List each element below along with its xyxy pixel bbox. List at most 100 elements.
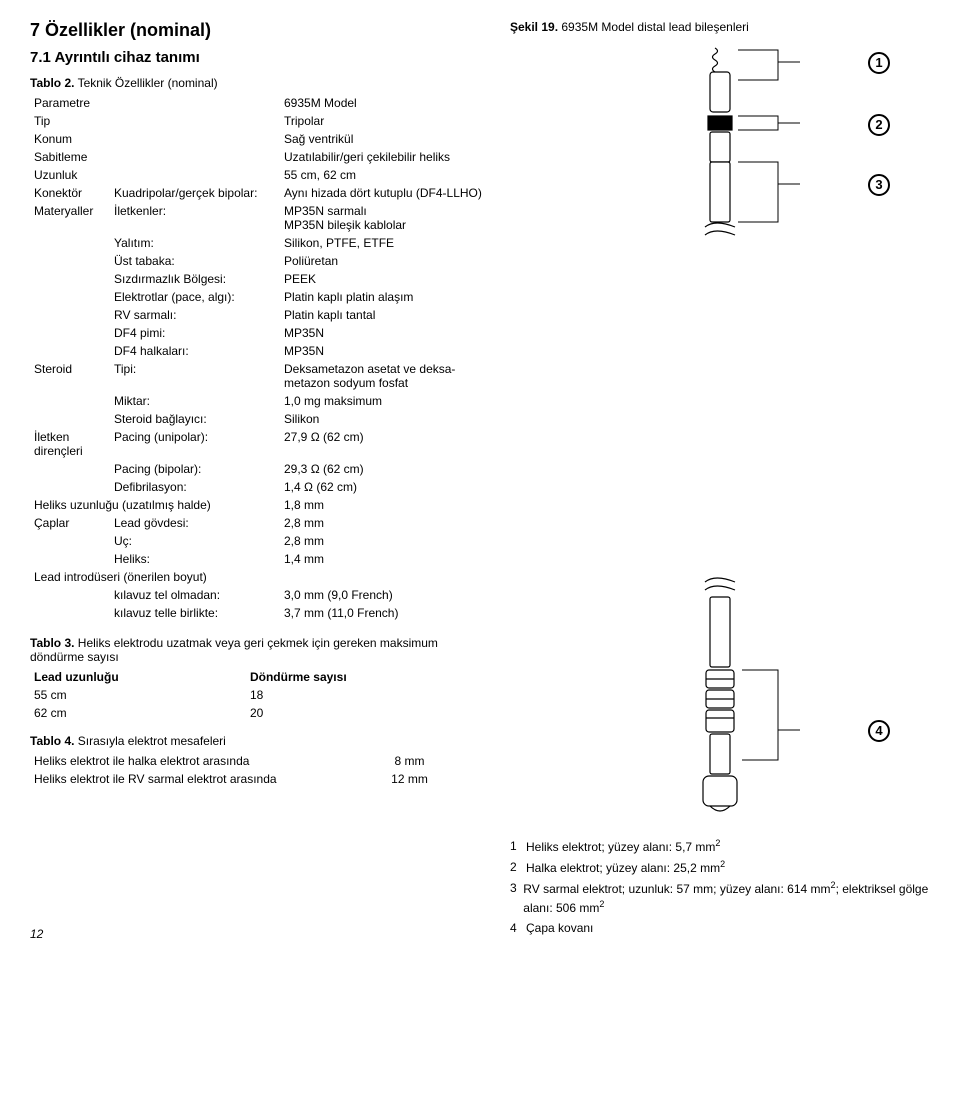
legend-item: 1Heliks elektrot; yüzey alanı: 5,7 mm2	[510, 837, 930, 856]
table-row: Pacing (bipolar):29,3 Ω (62 cm)	[30, 460, 490, 478]
spec-value: PEEK	[280, 270, 490, 288]
spec-category	[30, 586, 110, 604]
table-row: TipTripolar	[30, 112, 490, 130]
callout-3: 3	[868, 174, 890, 196]
table-row: Heliks:1,4 mm	[30, 550, 490, 568]
figure-caption-rest: 6935M Model distal lead bileşenleri	[558, 20, 749, 34]
table-row: Materyallerİletkenler:MP35N sarmalıMP35N…	[30, 202, 490, 234]
table-row: ÇaplarLead gövdesi:2,8 mm	[30, 514, 490, 532]
spec-sublabel	[110, 130, 280, 148]
spec-sublabel: Uç:	[110, 532, 280, 550]
tablo3-caption-bold: Tablo 3.	[30, 636, 74, 650]
spec-sublabel: Heliks:	[110, 550, 280, 568]
table-row: Uç:2,8 mm	[30, 532, 490, 550]
tablo3-head-b: Döndürme sayısı	[246, 668, 490, 686]
table-row: SabitlemeUzatılabilir/geri çekilebilir h…	[30, 148, 490, 166]
legend-text: Çapa kovanı	[526, 919, 593, 937]
table-row: kılavuz telle birlikte:3,7 mm (11,0 Fren…	[30, 604, 490, 622]
table-row: Steroid bağlayıcı:Silikon	[30, 410, 490, 428]
t3-turns: 20	[246, 704, 490, 722]
spec-value	[280, 568, 490, 586]
spec-sublabel: İletkenler:	[110, 202, 280, 234]
legend-text: RV sarmal elektrot; uzunluk: 57 mm; yüze…	[523, 879, 930, 917]
spec-value: Deksametazon asetat ve deksa-metazon sod…	[280, 360, 490, 392]
spec-sublabel: kılavuz tel olmadan:	[110, 586, 280, 604]
spec-sublabel: RV sarmalı:	[110, 306, 280, 324]
spec-sublabel	[110, 94, 280, 112]
spec-category	[30, 342, 110, 360]
table-row: Heliks uzunluğu (uzatılmış halde)1,8 mm	[30, 496, 490, 514]
legend-num: 1	[510, 837, 526, 856]
spec-sublabel: Defibrilasyon:	[110, 478, 280, 496]
lead-diagram-svg	[610, 42, 830, 822]
spec-category	[30, 324, 110, 342]
t4-value: 8 mm	[329, 752, 490, 770]
spec-value: 29,3 Ω (62 cm)	[280, 460, 490, 478]
spec-value: Platin kaplı tantal	[280, 306, 490, 324]
legend-text: Halka elektrot; yüzey alanı: 25,2 mm2	[526, 858, 725, 877]
tablo4-caption-rest: Sırasıyla elektrot mesafeleri	[74, 734, 225, 748]
spec-value: 27,9 Ω (62 cm)	[280, 428, 490, 460]
callout-1: 1	[868, 52, 890, 74]
spec-value: 1,8 mm	[280, 496, 490, 514]
spec-value: 3,0 mm (9,0 French)	[280, 586, 490, 604]
spec-value: Silikon	[280, 410, 490, 428]
table-row: Lead introdüseri (önerilen boyut)	[30, 568, 490, 586]
page-number: 12	[30, 927, 43, 941]
table-row: DF4 halkaları:MP35N	[30, 342, 490, 360]
table-row: Uzunluk55 cm, 62 cm	[30, 166, 490, 184]
table-row: Sızdırmazlık Bölgesi:PEEK	[30, 270, 490, 288]
spec-sublabel: DF4 halkaları:	[110, 342, 280, 360]
table-row: KonektörKuadripolar/gerçek bipolar:Aynı …	[30, 184, 490, 202]
spec-value: 55 cm, 62 cm	[280, 166, 490, 184]
spec-value: 3,7 mm (11,0 French)	[280, 604, 490, 622]
legend-num: 3	[510, 879, 523, 917]
spec-sublabel: Sızdırmazlık Bölgesi:	[110, 270, 280, 288]
spec-category	[30, 288, 110, 306]
tablo2-caption: Tablo 2. Teknik Özellikler (nominal)	[30, 76, 490, 90]
spec-value: 1,0 mg maksimum	[280, 392, 490, 410]
spec-value: Poliüretan	[280, 252, 490, 270]
callout-4-num: 4	[868, 720, 890, 742]
spec-label: Lead introdüseri (önerilen boyut)	[30, 568, 280, 586]
spec-sublabel: Tipi:	[110, 360, 280, 392]
figure-caption: Şekil 19. 6935M Model distal lead bileşe…	[510, 20, 930, 34]
spec-category: Materyaller	[30, 202, 110, 234]
t3-turns: 18	[246, 686, 490, 704]
spec-value: Sağ ventrikül	[280, 130, 490, 148]
table-row: Heliks elektrot ile RV sarmal elektrot a…	[30, 770, 490, 788]
table-row: 55 cm18	[30, 686, 490, 704]
spec-sublabel	[110, 112, 280, 130]
subsection-heading: 7.1 Ayrıntılı cihaz tanımı	[30, 49, 490, 66]
callout-1-num: 1	[868, 52, 890, 74]
tablo4-table: Heliks elektrot ile halka elektrot arası…	[30, 752, 490, 788]
table-row: DF4 pimi:MP35N	[30, 324, 490, 342]
spec-category	[30, 550, 110, 568]
tablo4-caption-bold: Tablo 4.	[30, 734, 74, 748]
spec-value: 1,4 mm	[280, 550, 490, 568]
spec-sublabel: Kuadripolar/gerçek bipolar:	[110, 184, 280, 202]
callout-2: 2	[868, 114, 890, 136]
spec-category	[30, 252, 110, 270]
legend-num: 2	[510, 858, 526, 877]
spec-category	[30, 478, 110, 496]
legend-text: Heliks elektrot; yüzey alanı: 5,7 mm2	[526, 837, 720, 856]
legend-item: 4Çapa kovanı	[510, 919, 930, 937]
tablo4-caption: Tablo 4. Sırasıyla elektrot mesafeleri	[30, 734, 490, 748]
legend-item: 2Halka elektrot; yüzey alanı: 25,2 mm2	[510, 858, 930, 877]
spec-sublabel: Yalıtım:	[110, 234, 280, 252]
spec-category	[30, 532, 110, 550]
spec-category: Konektör	[30, 184, 110, 202]
table-row: Yalıtım:Silikon, PTFE, ETFE	[30, 234, 490, 252]
spec-value: Aynı hizada dört kutuplu (DF4-LLHO)	[280, 184, 490, 202]
t3-length: 62 cm	[30, 704, 246, 722]
table-row: Defibrilasyon:1,4 Ω (62 cm)	[30, 478, 490, 496]
spec-category: İletken dirençleri	[30, 428, 110, 460]
spec-category	[30, 270, 110, 288]
callout-3-num: 3	[868, 174, 890, 196]
t4-value: 12 mm	[329, 770, 490, 788]
spec-label: Heliks uzunluğu (uzatılmış halde)	[30, 496, 280, 514]
spec-value: Platin kaplı platin alaşım	[280, 288, 490, 306]
legend-item: 3RV sarmal elektrot; uzunluk: 57 mm; yüz…	[510, 879, 930, 917]
tablo2-caption-bold: Tablo 2.	[30, 76, 74, 90]
